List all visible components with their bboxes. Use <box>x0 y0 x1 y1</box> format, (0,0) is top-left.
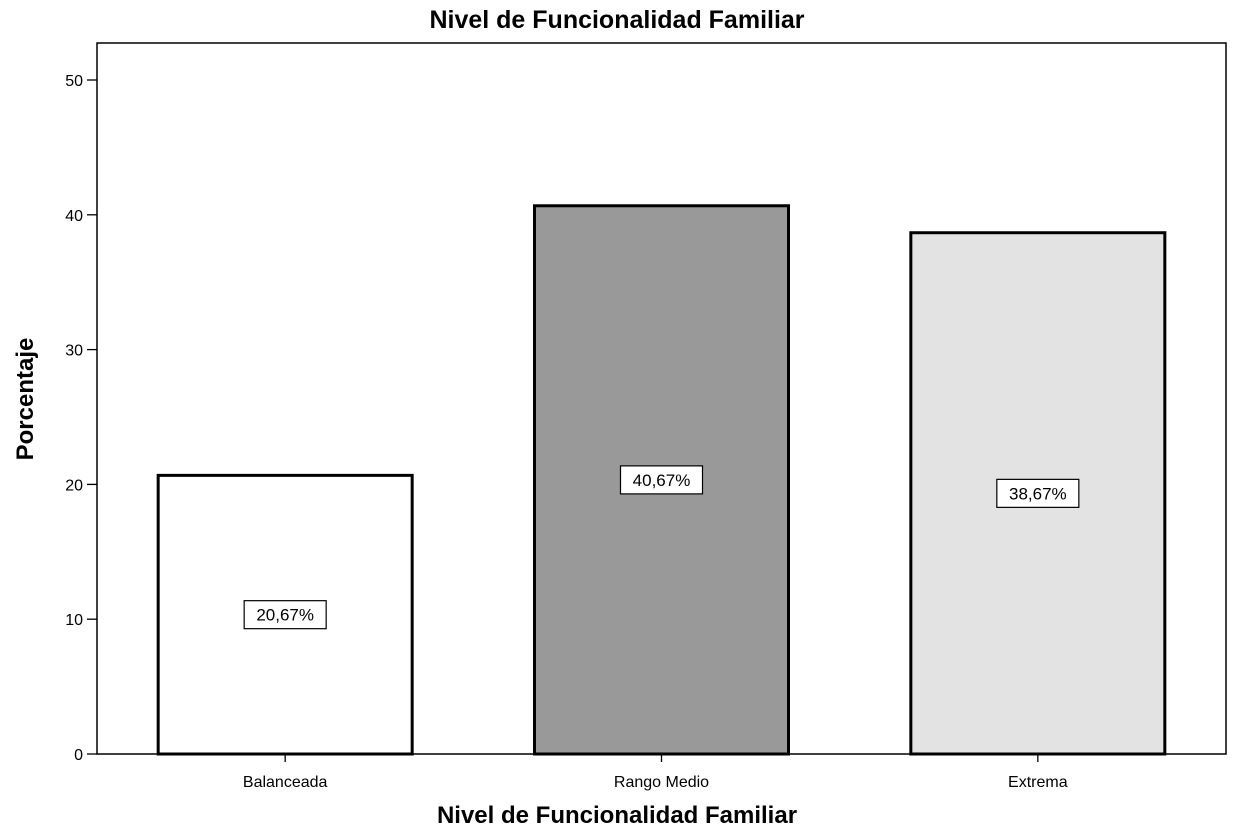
bar <box>533 204 790 756</box>
data-label-box <box>619 465 704 495</box>
x-axis-title: Nivel de Funcionalidad Familiar <box>437 802 797 829</box>
x-axis: Balanceada Rango Medio Extrema <box>243 754 1068 791</box>
x-tick-label: Rango Medio <box>614 774 709 791</box>
y-axis-title: Porcentaje <box>12 338 39 461</box>
y-tick-label: 40 <box>65 208 83 225</box>
y-tick-label: 30 <box>65 343 83 360</box>
data-label-box <box>996 478 1080 508</box>
chart-title: Nivel de Funcionalidad Familiar <box>429 6 804 34</box>
x-tick-label: Balanceada <box>243 774 328 791</box>
x-tick-label: Extrema <box>1008 774 1068 791</box>
y-axis: 0 10 20 30 40 50 <box>65 73 97 764</box>
data-label: 20,67% <box>256 606 314 625</box>
y-tick-label: 0 <box>74 747 83 764</box>
data-label-box <box>243 600 327 630</box>
data-label: 38,67% <box>1009 484 1067 503</box>
data-label: 40,67% <box>633 471 691 490</box>
y-tick-label: 50 <box>65 73 83 90</box>
y-tick-label: 10 <box>65 612 83 629</box>
bars-group: 20,67% 40,67% 38,67% <box>156 204 1167 756</box>
y-tick-label: 20 <box>65 477 83 494</box>
